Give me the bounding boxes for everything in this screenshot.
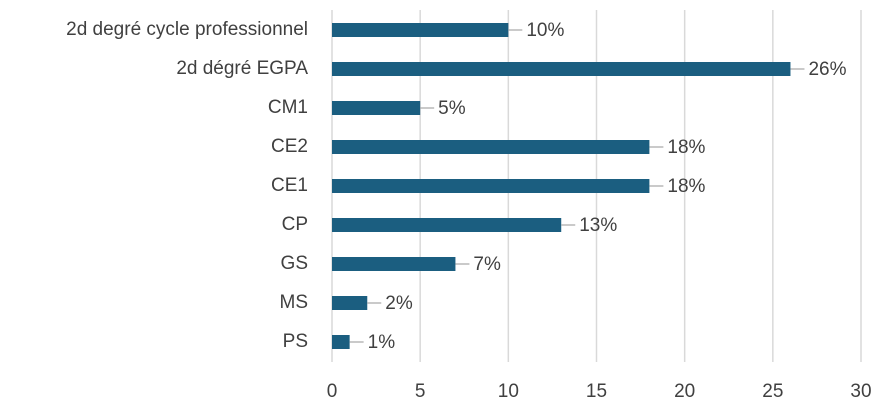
bar xyxy=(332,257,456,271)
bar xyxy=(332,140,650,154)
bar xyxy=(332,62,791,76)
x-tick-label: 20 xyxy=(674,381,695,401)
bar xyxy=(332,296,368,310)
x-tick-label: 10 xyxy=(498,381,519,401)
y-tick-label: 2d dégré EGPA xyxy=(176,58,308,79)
y-tick-label: CM1 xyxy=(268,97,308,118)
bar xyxy=(332,101,421,115)
bar xyxy=(332,218,562,232)
data-label: 18% xyxy=(667,176,705,197)
data-label: 1% xyxy=(368,332,396,353)
x-tick-label: 5 xyxy=(415,381,426,401)
data-label: 7% xyxy=(473,254,501,275)
y-tick-label: 2d degré cycle professionnel xyxy=(66,19,308,40)
y-tick-label: PS xyxy=(283,331,308,352)
y-tick-label: CE1 xyxy=(271,175,308,196)
data-label: 26% xyxy=(808,59,846,80)
data-label: 10% xyxy=(526,20,564,41)
x-tick-label: 0 xyxy=(327,381,338,401)
data-label: 18% xyxy=(667,137,705,158)
bar xyxy=(332,23,509,37)
x-tick-label: 25 xyxy=(762,381,783,401)
y-tick-label: CP xyxy=(282,214,308,235)
bar xyxy=(332,335,350,349)
bar xyxy=(332,179,650,193)
data-label: 13% xyxy=(579,215,617,236)
x-tick-label: 30 xyxy=(850,381,871,401)
data-label: 5% xyxy=(438,98,466,119)
y-tick-label: GS xyxy=(281,253,308,274)
y-tick-label: MS xyxy=(280,292,309,313)
x-tick-label: 15 xyxy=(586,381,607,401)
data-label: 2% xyxy=(385,293,413,314)
y-tick-label: CE2 xyxy=(271,136,308,157)
